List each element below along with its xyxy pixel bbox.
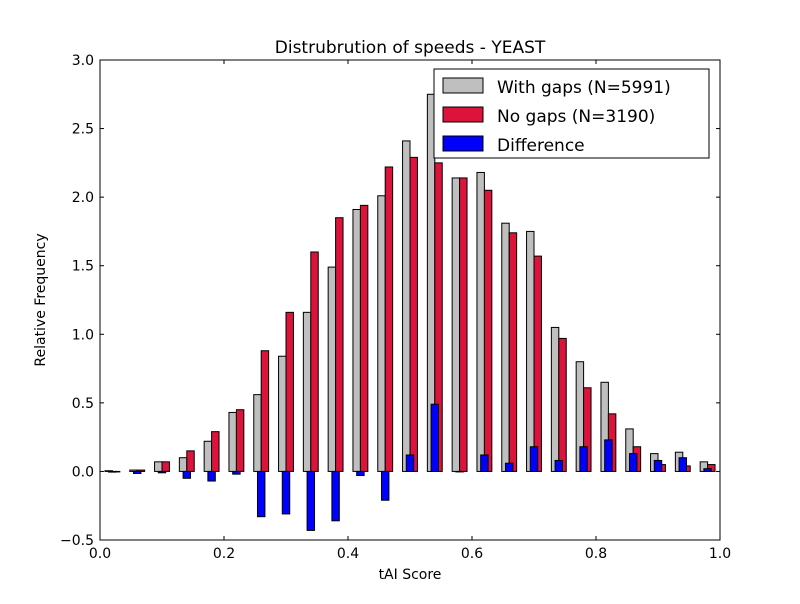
y-axis: −0.5 0.0 0.5 1.0 1.5 2.0 2.5 3.0 <box>60 53 720 549</box>
bar-no-gaps-9 <box>335 217 344 472</box>
legend-swatch-1 <box>442 106 484 123</box>
y-tick-label: 1.5 <box>72 259 94 275</box>
bar-with-gaps-3 <box>178 457 188 472</box>
plot-frame <box>99 59 721 541</box>
bar-difference-18 <box>554 459 564 472</box>
bar-with-gaps-4 <box>203 440 213 472</box>
bar-with-gaps-10 <box>352 208 361 472</box>
y-tick-label: 2.0 <box>72 190 94 206</box>
bar-difference-2 <box>157 470 167 474</box>
bar-no-gaps-14 <box>459 177 468 472</box>
bar-difference-24 <box>703 468 712 472</box>
legend-label-0: With gaps (N=5991) <box>497 78 671 98</box>
bar-difference-12 <box>405 454 415 472</box>
y-tick-label: 0.0 <box>72 464 94 480</box>
bar-difference-0 <box>108 470 117 473</box>
bar-difference-13 <box>430 403 440 472</box>
bar-difference-15 <box>480 454 489 472</box>
bar-difference-8 <box>306 470 316 531</box>
bar-no-gaps-2 <box>161 461 170 472</box>
bar-no-gaps-6 <box>260 350 270 472</box>
y-tick-label: 2.5 <box>72 122 94 138</box>
bar-with-gaps-16 <box>501 222 510 472</box>
y-tick-label: 0.5 <box>72 396 94 412</box>
bar-difference-4 <box>207 470 216 482</box>
legend-label-2: Difference <box>497 136 585 156</box>
legend-label-1: No gaps (N=3190) <box>497 107 655 127</box>
bar-no-gaps-10 <box>359 204 369 472</box>
bar-difference-7 <box>281 470 291 515</box>
bar-with-gaps-15 <box>476 171 485 472</box>
bar-difference-21 <box>628 453 638 472</box>
x-tick-label: 0.4 <box>337 546 359 562</box>
bar-no-gaps-15 <box>483 189 493 472</box>
bar-with-gaps-2 <box>154 461 163 472</box>
bar-difference-11 <box>380 470 390 501</box>
bar-with-gaps-5 <box>228 411 237 472</box>
bar-with-gaps-18 <box>550 326 560 472</box>
bar-with-gaps-6 <box>253 394 262 472</box>
bar-difference-19 <box>579 446 588 472</box>
bar-with-gaps-12 <box>402 140 411 472</box>
y-axis-label: Relative Frequency <box>33 233 49 366</box>
bar-difference-14 <box>455 470 464 473</box>
bar-difference-10 <box>356 470 365 477</box>
x-axis-label: tAI Score <box>379 567 442 583</box>
x-tick-label: 0.8 <box>585 546 607 562</box>
bar-no-gaps-11 <box>384 166 394 472</box>
y-tick-label: −0.5 <box>60 533 94 549</box>
chart-title: Distrubrution of speeds - YEAST <box>275 38 546 58</box>
legend-swatch-0 <box>442 77 484 94</box>
x-tick-label: 0.0 <box>89 546 111 562</box>
x-tick-label: 0.2 <box>213 546 235 562</box>
bar-with-gaps-9 <box>327 266 337 472</box>
bar-no-gaps-18 <box>558 337 567 472</box>
y-tick-label: 1.0 <box>72 327 94 343</box>
bar-no-gaps-3 <box>186 450 195 472</box>
bar-with-gaps-17 <box>526 230 535 472</box>
bar-no-gaps-17 <box>533 255 542 472</box>
bar-difference-9 <box>331 470 340 522</box>
x-tick-label: 0.6 <box>461 546 483 562</box>
bar-difference-1 <box>132 470 142 474</box>
bar-no-gaps-4 <box>211 431 220 472</box>
bar-no-gaps-8 <box>310 251 319 472</box>
bar-with-gaps-14 <box>451 177 461 472</box>
bar-difference-16 <box>504 462 514 472</box>
bar-with-gaps-7 <box>278 355 287 472</box>
bars-layer <box>104 93 716 531</box>
bar-no-gaps-7 <box>285 311 294 472</box>
bar-difference-20 <box>604 439 613 472</box>
bar-difference-23 <box>678 457 688 472</box>
legend: With gaps (N=5991) No gaps (N=3190) Differ… <box>433 68 710 159</box>
x-tick-label: 1.0 <box>709 546 731 562</box>
legend-swatch-2 <box>442 135 484 152</box>
bar-no-gaps-16 <box>508 232 518 472</box>
bar-with-gaps-11 <box>377 195 386 472</box>
x-axis: 0.0 0.2 0.4 0.6 0.8 1.0 <box>89 60 731 562</box>
bar-difference-5 <box>232 470 241 475</box>
bar-difference-22 <box>653 459 663 472</box>
bar-no-gaps-5 <box>235 409 245 472</box>
bar-difference-6 <box>256 470 266 518</box>
bar-difference-17 <box>529 446 539 472</box>
bar-difference-3 <box>182 470 192 479</box>
bar-with-gaps-8 <box>302 311 312 472</box>
bar-no-gaps-12 <box>409 156 418 472</box>
y-tick-label: 3.0 <box>72 53 94 69</box>
